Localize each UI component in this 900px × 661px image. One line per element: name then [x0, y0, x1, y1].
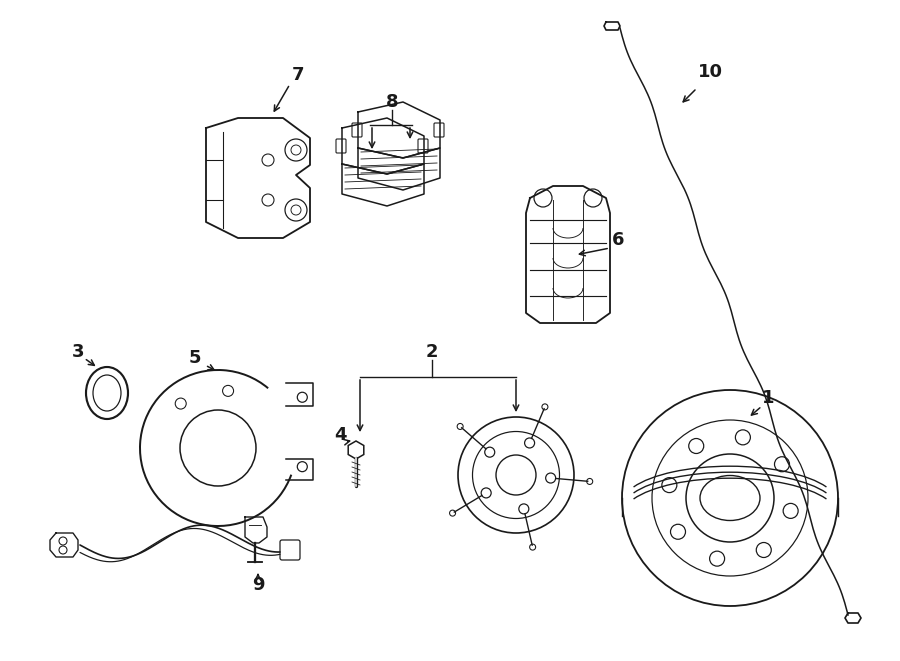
Text: 3: 3: [72, 343, 85, 361]
Text: 7: 7: [292, 66, 304, 84]
Text: 8: 8: [386, 93, 399, 111]
Text: 10: 10: [698, 63, 723, 81]
Text: 6: 6: [612, 231, 625, 249]
Text: 2: 2: [426, 343, 438, 361]
Text: 4: 4: [334, 426, 346, 444]
Text: 5: 5: [189, 349, 202, 367]
Text: 1: 1: [761, 389, 774, 407]
Text: 9: 9: [252, 576, 265, 594]
